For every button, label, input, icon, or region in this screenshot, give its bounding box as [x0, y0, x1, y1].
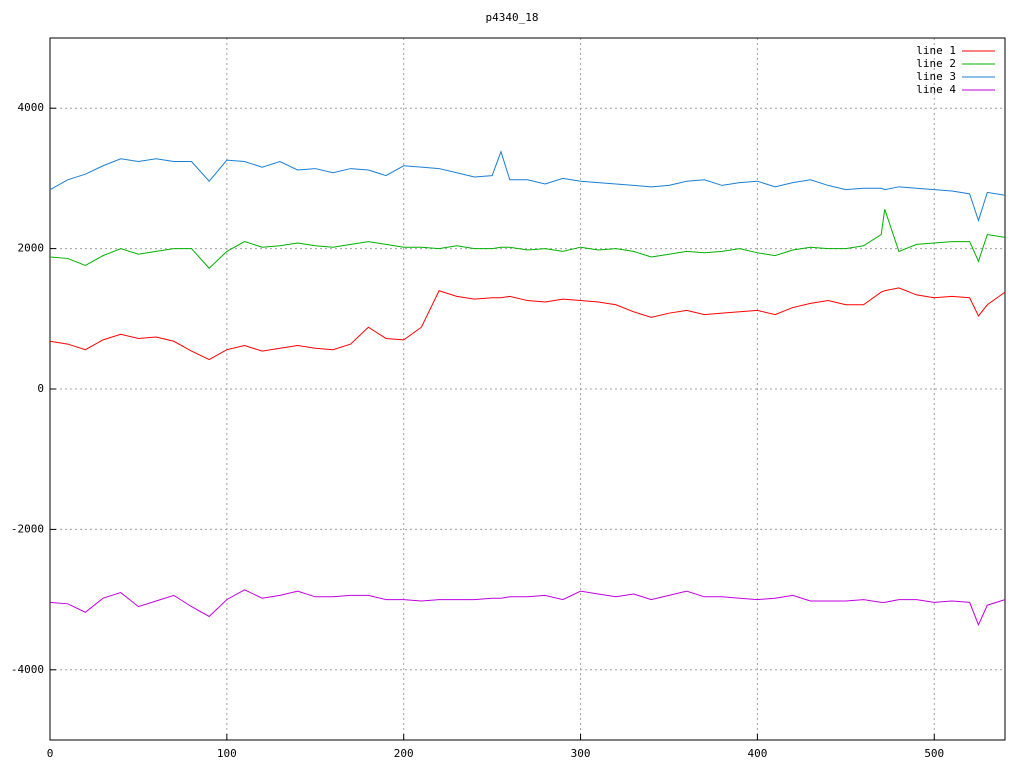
y-tick-label: -2000	[11, 522, 44, 535]
y-tick-label: 4000	[18, 101, 45, 114]
legend-label: line 4	[916, 83, 956, 96]
y-tick-label: -4000	[11, 663, 44, 676]
series-line	[49, 150, 1006, 223]
x-tick-label: 100	[217, 747, 237, 760]
legend-label: line 1	[916, 44, 956, 57]
x-tick-label: 0	[47, 747, 54, 760]
x-tick-label: 200	[394, 747, 414, 760]
plot-frame	[49, 37, 1006, 741]
x-tick-label: 300	[571, 747, 591, 760]
legend-label: line 2	[916, 57, 956, 70]
x-tick-label: 400	[747, 747, 767, 760]
series-line	[49, 287, 1006, 361]
legend-label: line 3	[916, 70, 956, 83]
series-line	[49, 209, 1006, 269]
x-tick-label: 500	[924, 747, 944, 760]
series-line	[49, 589, 1006, 627]
y-tick-label: 2000	[18, 242, 45, 255]
chart-title: p4340_18	[486, 11, 539, 24]
y-tick-label: 0	[37, 382, 44, 395]
